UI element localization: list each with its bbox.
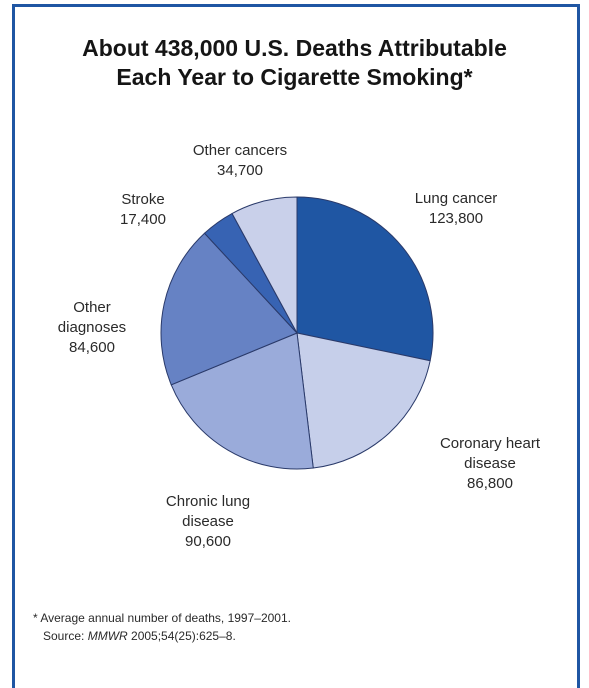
slice-label-chronic-lung-disease: Chronic lung disease 90,600: [138, 492, 278, 552]
slice-label-value: 17,400: [100, 210, 186, 230]
slice-label-name: Stroke: [100, 190, 186, 210]
slice-label-name: Other cancers: [165, 141, 315, 161]
slice-label-lung-cancer: Lung cancer 123,800: [388, 189, 524, 229]
footnote: * Average annual number of deaths, 1997–…: [33, 609, 291, 645]
slice-label-value: 34,700: [165, 161, 315, 181]
source-line: Source: MMWR 2005;54(25):625–8.: [33, 627, 291, 645]
slice-label-name: disease: [415, 454, 565, 474]
slice-label-stroke: Stroke 17,400: [100, 190, 186, 230]
slice-label-value: 123,800: [388, 209, 524, 229]
slice-label-name: Coronary heart: [415, 434, 565, 454]
slice-label-value: 86,800: [415, 474, 565, 494]
slice-label-other-cancers: Other cancers 34,700: [165, 141, 315, 181]
source-prefix: Source:: [43, 629, 88, 643]
slice-label-value: 84,600: [36, 338, 148, 358]
slice-label-name: disease: [138, 512, 278, 532]
slice-label-name: diagnoses: [36, 318, 148, 338]
slice-label-other-diagnoses: Other diagnoses 84,600: [36, 298, 148, 358]
source-journal: MMWR: [88, 629, 128, 643]
source-citation: 2005;54(25):625–8.: [128, 629, 236, 643]
slice-label-coronary-heart-disease: Coronary heart disease 86,800: [415, 434, 565, 494]
footnote-line: * Average annual number of deaths, 1997–…: [33, 609, 291, 627]
slice-label-name: Lung cancer: [388, 189, 524, 209]
slice-label-name: Chronic lung: [138, 492, 278, 512]
slice-label-name: Other: [36, 298, 148, 318]
slice-label-value: 90,600: [138, 532, 278, 552]
